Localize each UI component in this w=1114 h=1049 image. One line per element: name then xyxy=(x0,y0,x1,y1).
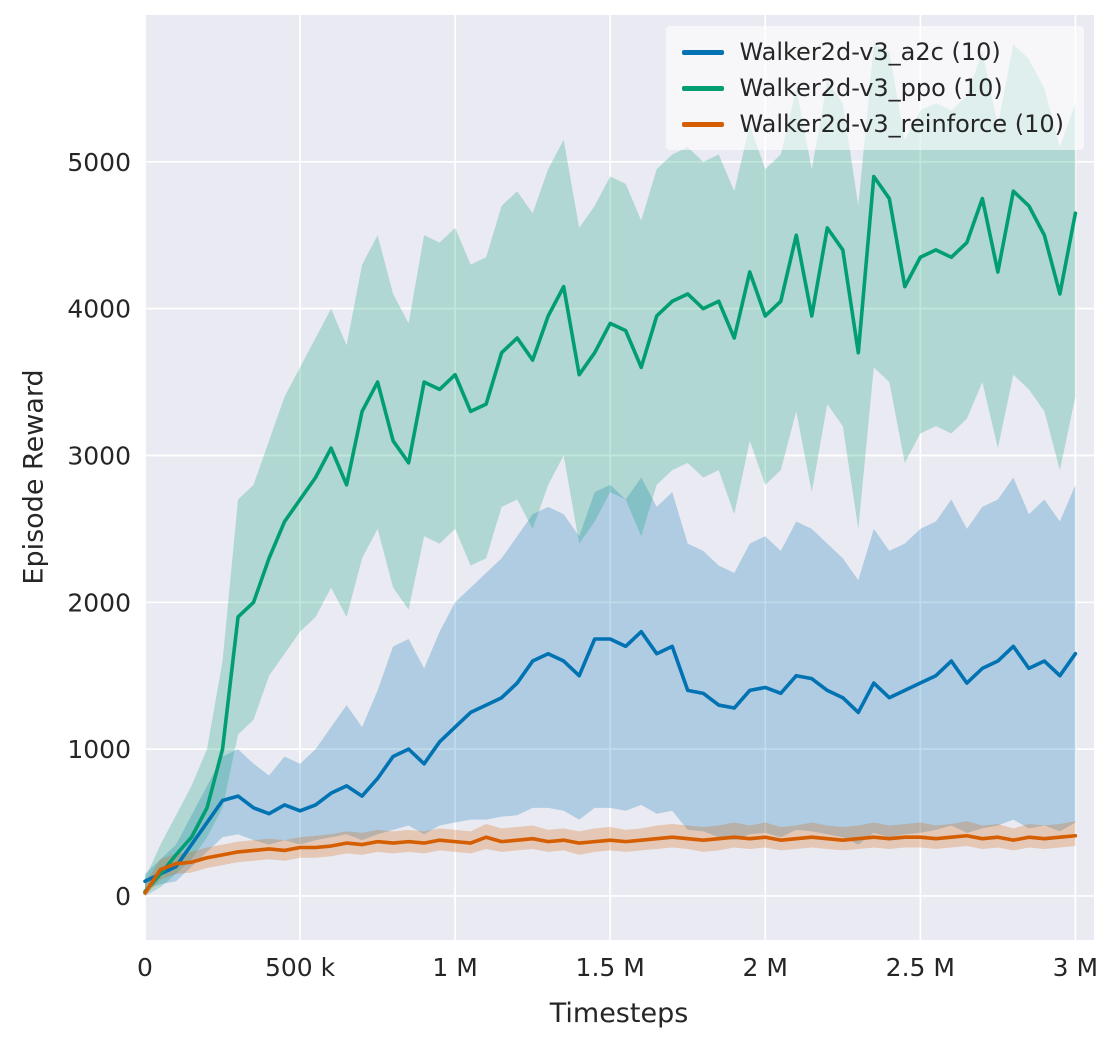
legend-item: Walker2d-v3_a2c (10) xyxy=(682,38,1064,66)
confidence-band xyxy=(145,477,1076,889)
x-tick-label: 1.5 M xyxy=(576,953,645,982)
x-axis-label: Timesteps xyxy=(549,998,689,1029)
legend: Walker2d-v3_a2c (10) Walker2d-v3_ppo (10)… xyxy=(666,26,1084,150)
x-tick-label: 500 k xyxy=(265,953,336,982)
legend-item: Walker2d-v3_reinforce (10) xyxy=(682,110,1064,138)
y-tick-label: 3000 xyxy=(67,441,131,470)
legend-line-swatch xyxy=(682,85,725,91)
legend-line-swatch xyxy=(682,49,725,55)
x-tick-label: 1 M xyxy=(432,953,477,982)
plot-area xyxy=(145,15,1094,940)
series-line xyxy=(143,833,1078,895)
x-tick-label: 3 M xyxy=(1053,953,1098,982)
legend-item: Walker2d-v3_ppo (10) xyxy=(682,74,1064,102)
series-line xyxy=(143,174,1078,894)
y-tick-label: 0 xyxy=(115,882,131,911)
legend-line-swatch xyxy=(682,121,725,127)
legend-label: Walker2d-v3_reinforce (10) xyxy=(739,110,1064,138)
legend-label: Walker2d-v3_ppo (10) xyxy=(739,74,1003,102)
series-line xyxy=(143,629,1078,884)
x-tick-label: 2.5 M xyxy=(886,953,955,982)
y-tick-label: 2000 xyxy=(67,588,131,617)
y-tick-label: 5000 xyxy=(67,148,131,177)
legend-label: Walker2d-v3_a2c (10) xyxy=(739,38,1001,66)
y-tick-label: 4000 xyxy=(67,295,131,324)
y-axis-label: Episode Reward xyxy=(18,369,50,585)
y-tick-label: 1000 xyxy=(67,735,131,764)
x-tick-label: 2 M xyxy=(743,953,788,982)
x-tick-label: 0 xyxy=(137,953,153,982)
